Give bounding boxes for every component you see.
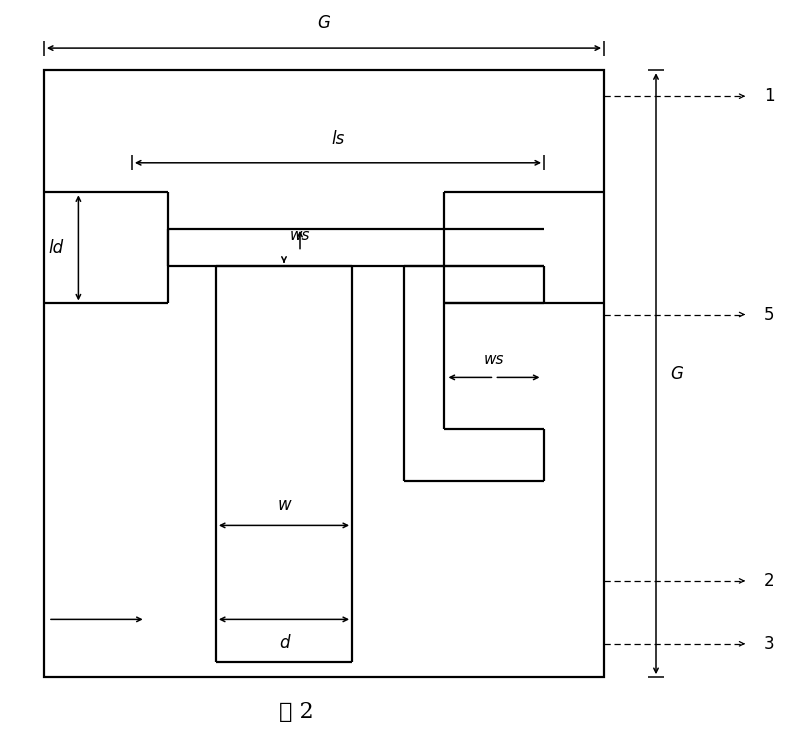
Text: ws: ws <box>484 352 505 367</box>
Text: ws: ws <box>290 228 310 243</box>
Text: ld: ld <box>49 239 64 257</box>
Bar <box>44 70 604 677</box>
Text: ls: ls <box>331 130 345 148</box>
Text: G: G <box>670 365 683 383</box>
Text: G: G <box>318 14 330 32</box>
Text: 1: 1 <box>764 87 774 105</box>
Text: w: w <box>277 496 291 514</box>
Text: 图 2: 图 2 <box>278 701 314 723</box>
Text: d: d <box>278 634 290 652</box>
Text: 2: 2 <box>764 572 774 590</box>
Text: 3: 3 <box>764 635 774 653</box>
Text: 5: 5 <box>764 306 774 323</box>
